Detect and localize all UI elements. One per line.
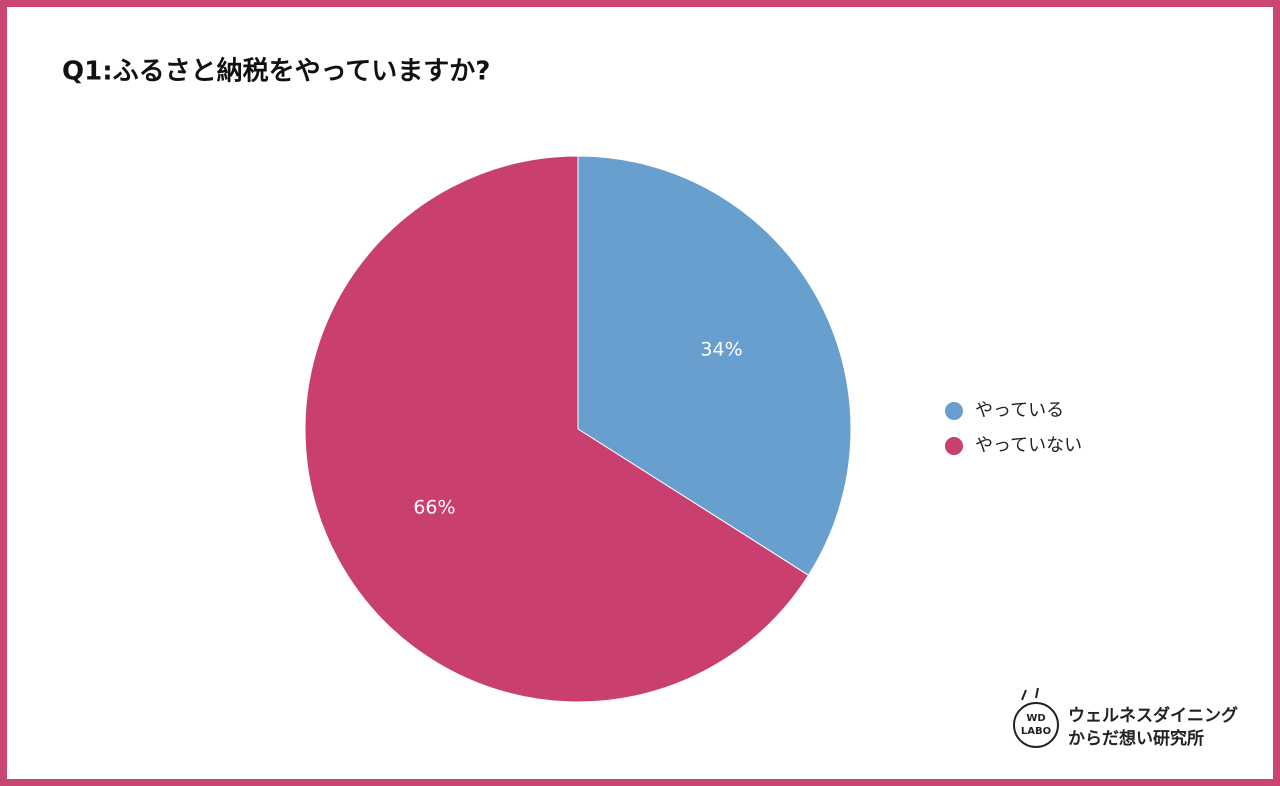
logo-icon: [1021, 687, 1039, 701]
legend-label: やっている: [975, 400, 1064, 421]
pie-slice: [304, 155, 810, 703]
logo: WD LABO ウェルネスダイニング からだ想い研究所: [1013, 687, 1238, 749]
legend-marker: [945, 437, 963, 455]
data-label: 34%: [700, 339, 742, 361]
chart-title: Q1:ふるさと納税をやっていますか?: [62, 56, 490, 87]
legend-marker: [945, 402, 963, 420]
logo-mark: LABO: [1021, 726, 1051, 737]
data-label: 66%: [413, 496, 455, 518]
logo-icon: [1013, 702, 1059, 748]
legend-label: やっていない: [975, 435, 1082, 456]
logo-text: ウェルネスダイニング: [1068, 705, 1238, 726]
logo-mark: WD: [1026, 713, 1045, 724]
logo-text: からだ想い研究所: [1068, 728, 1204, 749]
pie-slice: [577, 155, 852, 576]
